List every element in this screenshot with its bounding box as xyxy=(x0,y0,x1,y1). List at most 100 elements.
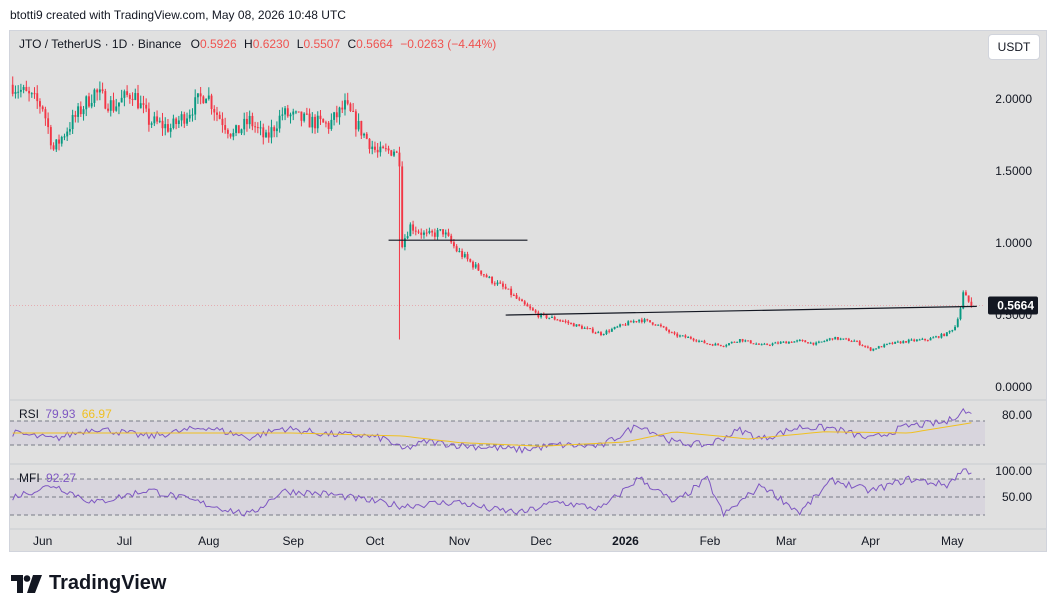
candle-body xyxy=(420,232,423,235)
candle-body xyxy=(403,238,406,248)
candle-body xyxy=(341,107,344,110)
candle-body xyxy=(937,336,940,338)
candle-body xyxy=(866,346,869,348)
close-value: 0.5664 xyxy=(356,37,393,51)
candle-body xyxy=(262,127,265,138)
grid-layer xyxy=(10,399,1046,530)
candle-body xyxy=(632,321,635,323)
candle-body xyxy=(662,326,665,328)
candle-body xyxy=(531,308,534,311)
candle-body xyxy=(357,120,360,130)
candle-body xyxy=(798,339,801,341)
candle-body xyxy=(466,254,469,260)
candle-body xyxy=(787,341,790,344)
symbol-title[interactable]: JTO / TetherUS · 1D · Binance xyxy=(19,37,182,51)
candle-body xyxy=(796,340,799,342)
candle-body xyxy=(319,115,322,120)
chart-frame[interactable]: 2.0000 1.5000 1.0000 0.5000 0.0000 0.5664 80.0… xyxy=(9,30,1047,552)
candle-body xyxy=(556,319,559,321)
candle-body xyxy=(22,87,25,90)
candle-body xyxy=(82,109,85,115)
candle-body xyxy=(295,111,297,113)
candle-body xyxy=(665,327,668,331)
candle-body xyxy=(654,324,657,326)
candle-body xyxy=(150,123,153,125)
candle-body xyxy=(346,100,349,104)
candle-body xyxy=(433,232,436,237)
candle-body xyxy=(501,283,504,287)
candle-body xyxy=(147,108,150,125)
candle-body xyxy=(741,339,744,342)
candle-body xyxy=(444,232,447,235)
candle-body xyxy=(681,335,684,337)
candle-body xyxy=(635,321,638,323)
candle-body xyxy=(101,89,104,92)
candle-body xyxy=(888,342,891,344)
candle-body xyxy=(191,114,194,116)
rsi-series-line xyxy=(12,422,972,447)
quote-currency-button[interactable]: USDT xyxy=(988,34,1040,60)
candle-body xyxy=(68,129,71,132)
candle-body xyxy=(461,251,464,258)
candle-body xyxy=(344,100,346,110)
candle-body xyxy=(777,342,779,344)
candle-body xyxy=(482,274,485,276)
candle-body xyxy=(967,295,970,302)
candle-body xyxy=(828,338,831,340)
tradingview-logo[interactable]: TradingView xyxy=(11,572,166,595)
candle-body xyxy=(883,344,886,348)
candle-body xyxy=(210,95,213,110)
price-pane xyxy=(10,76,985,352)
last-price-badge xyxy=(988,296,1038,315)
time-tick-label: Aug xyxy=(198,534,219,548)
candle-body xyxy=(205,98,208,104)
candle-body xyxy=(393,151,395,156)
candle-body xyxy=(594,332,597,334)
candle-body xyxy=(297,111,300,113)
candle-body xyxy=(698,340,700,342)
candle-body xyxy=(638,319,641,322)
candle-body xyxy=(891,342,894,344)
candle-body xyxy=(649,320,651,323)
high-label: H xyxy=(244,37,253,51)
candle-body xyxy=(493,283,496,285)
candle-body xyxy=(455,246,458,252)
candle-body xyxy=(629,321,632,323)
candle-body xyxy=(875,348,878,350)
candle-body xyxy=(384,148,387,150)
candle-body xyxy=(98,89,101,93)
candle-body xyxy=(600,332,602,335)
candle-body xyxy=(910,339,913,341)
rsi-label[interactable]: RSI xyxy=(19,407,40,421)
candle-body xyxy=(586,327,589,329)
candle-body xyxy=(39,101,41,107)
candle-body xyxy=(60,136,63,144)
mfi-label[interactable]: MFI xyxy=(19,471,40,485)
candle-body xyxy=(85,96,88,110)
candle-body xyxy=(782,341,785,343)
candle-body xyxy=(390,150,393,156)
candle-body xyxy=(733,341,736,343)
candle-body xyxy=(815,342,818,345)
candle-body xyxy=(158,120,161,122)
candle-body xyxy=(540,313,543,318)
chart-canvas[interactable]: 2.00001.50001.00000.50000.00000.566480.0… xyxy=(10,31,1046,551)
rsi-series-line xyxy=(12,407,972,454)
candle-body xyxy=(708,344,711,346)
candle-body xyxy=(853,340,856,342)
candle-body xyxy=(322,119,325,123)
tradingview-logo-icon xyxy=(11,574,42,593)
time-tick-label: 2026 xyxy=(612,534,639,548)
candle-body xyxy=(523,301,526,305)
candle-body xyxy=(88,96,90,107)
candle-body xyxy=(480,270,483,275)
candle-body xyxy=(104,91,107,109)
candle-body xyxy=(861,345,864,347)
candle-body xyxy=(687,337,690,339)
candle-body xyxy=(692,338,695,341)
candle-body xyxy=(749,340,752,344)
candle-body xyxy=(275,128,278,132)
candle-body xyxy=(491,276,494,284)
candle-body xyxy=(817,341,820,343)
candle-body xyxy=(58,139,60,144)
